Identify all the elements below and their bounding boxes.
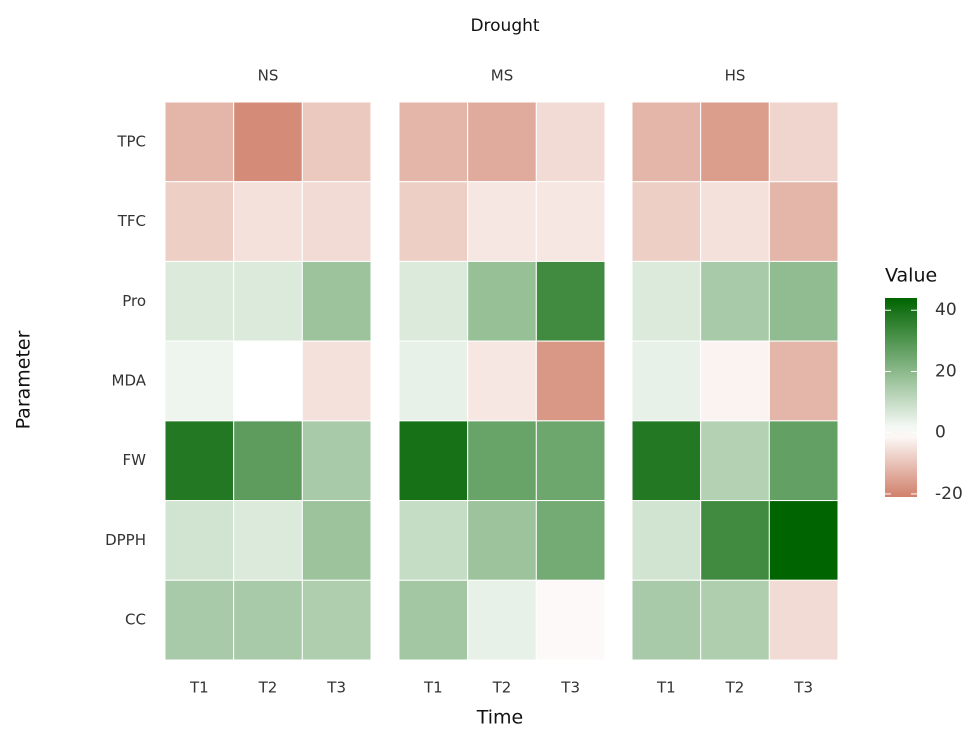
- y-tick-label: Pro: [122, 292, 146, 310]
- heat-cell: [301, 579, 372, 661]
- x-tick-label: T2: [492, 679, 512, 697]
- x-tick-label: T1: [656, 679, 676, 697]
- heat-cell: [768, 420, 839, 502]
- heat-cell: [535, 260, 606, 342]
- heat-cell: [164, 420, 235, 502]
- heat-cell: [233, 260, 303, 342]
- heat-cell: [233, 181, 303, 262]
- heat-cell: [301, 500, 372, 581]
- heat-cell: [233, 579, 303, 661]
- heat-cell: [398, 579, 469, 661]
- heat-cell: [467, 420, 537, 502]
- heat-cell: [700, 101, 770, 183]
- heat-cell: [164, 101, 235, 183]
- heat-cell: [164, 340, 235, 422]
- heat-cell: [301, 340, 372, 422]
- heat-cell: [398, 101, 469, 183]
- heat-cell: [301, 101, 372, 183]
- facet-label: HS: [725, 67, 746, 85]
- x-axis-title: Time: [476, 707, 524, 729]
- y-tick-label: CC: [125, 611, 146, 629]
- heat-cell: [700, 181, 770, 262]
- heat-cell: [398, 340, 469, 422]
- heat-cell: [398, 420, 469, 502]
- heat-cell: [467, 500, 537, 581]
- heat-cell: [700, 579, 770, 661]
- heat-cell: [233, 420, 303, 502]
- heat-cell: [535, 420, 606, 502]
- heat-cell: [535, 101, 606, 183]
- x-tick-label: T1: [189, 679, 209, 697]
- color-tick-label: 40: [935, 300, 957, 320]
- heat-cell: [700, 260, 770, 342]
- heat-cell: [164, 260, 235, 342]
- heat-cell: [467, 579, 537, 661]
- heat-cell: [700, 340, 770, 422]
- heat-cell: [768, 340, 839, 422]
- heat-cell: [535, 500, 606, 581]
- heat-cell: [768, 260, 839, 342]
- y-axis-title: Parameter: [13, 330, 35, 429]
- heat-cell: [398, 181, 469, 262]
- legend-title: Value: [885, 265, 937, 287]
- heat-cell: [467, 260, 537, 342]
- y-tick-label: TPC: [116, 132, 146, 150]
- x-tick-label: T1: [423, 679, 443, 697]
- heat-cell: [768, 181, 839, 262]
- heat-cell: [233, 340, 303, 422]
- heat-cell: [398, 260, 469, 342]
- color-tick-label: 20: [935, 361, 957, 381]
- x-tick-label: T3: [560, 679, 580, 697]
- chart-title: Drought: [470, 16, 539, 36]
- heat-cell: [535, 181, 606, 262]
- heat-cell: [768, 579, 839, 661]
- facet-label: NS: [258, 67, 279, 85]
- heat-cell: [164, 181, 235, 262]
- heat-cell: [233, 500, 303, 581]
- heat-cell: [768, 101, 839, 183]
- heat-cell: [631, 260, 702, 342]
- heat-cell: [631, 101, 702, 183]
- x-tick-label: T2: [725, 679, 745, 697]
- color-bar: [885, 298, 917, 497]
- heat-cell: [301, 260, 372, 342]
- heat-cell: [164, 579, 235, 661]
- heat-cell: [301, 420, 372, 502]
- heat-cell: [631, 181, 702, 262]
- heat-cell: [700, 500, 770, 581]
- heat-cell: [233, 101, 303, 183]
- heat-cell: [467, 340, 537, 422]
- heat-cell: [164, 500, 235, 581]
- heat-cell: [301, 181, 372, 262]
- heat-cell: [467, 101, 537, 183]
- heat-cell: [535, 340, 606, 422]
- color-tick-label: -20: [935, 484, 963, 504]
- color-tick-label: 0: [935, 423, 946, 443]
- y-tick-label: DPPH: [105, 531, 146, 549]
- facet-label: MS: [491, 67, 513, 85]
- heat-cell: [631, 420, 702, 502]
- heat-cell: [631, 579, 702, 661]
- heat-cell: [631, 340, 702, 422]
- heat-cell: [398, 500, 469, 581]
- y-tick-label: TFC: [117, 212, 146, 230]
- heat-cell: [768, 500, 839, 581]
- heat-cell: [631, 500, 702, 581]
- y-tick-label: MDA: [112, 372, 147, 390]
- heat-cell: [467, 181, 537, 262]
- x-tick-label: T3: [326, 679, 346, 697]
- heat-cell: [700, 420, 770, 502]
- x-tick-label: T2: [258, 679, 278, 697]
- y-tick-label: FW: [123, 451, 147, 469]
- x-tick-label: T3: [793, 679, 813, 697]
- heat-cell: [535, 579, 606, 661]
